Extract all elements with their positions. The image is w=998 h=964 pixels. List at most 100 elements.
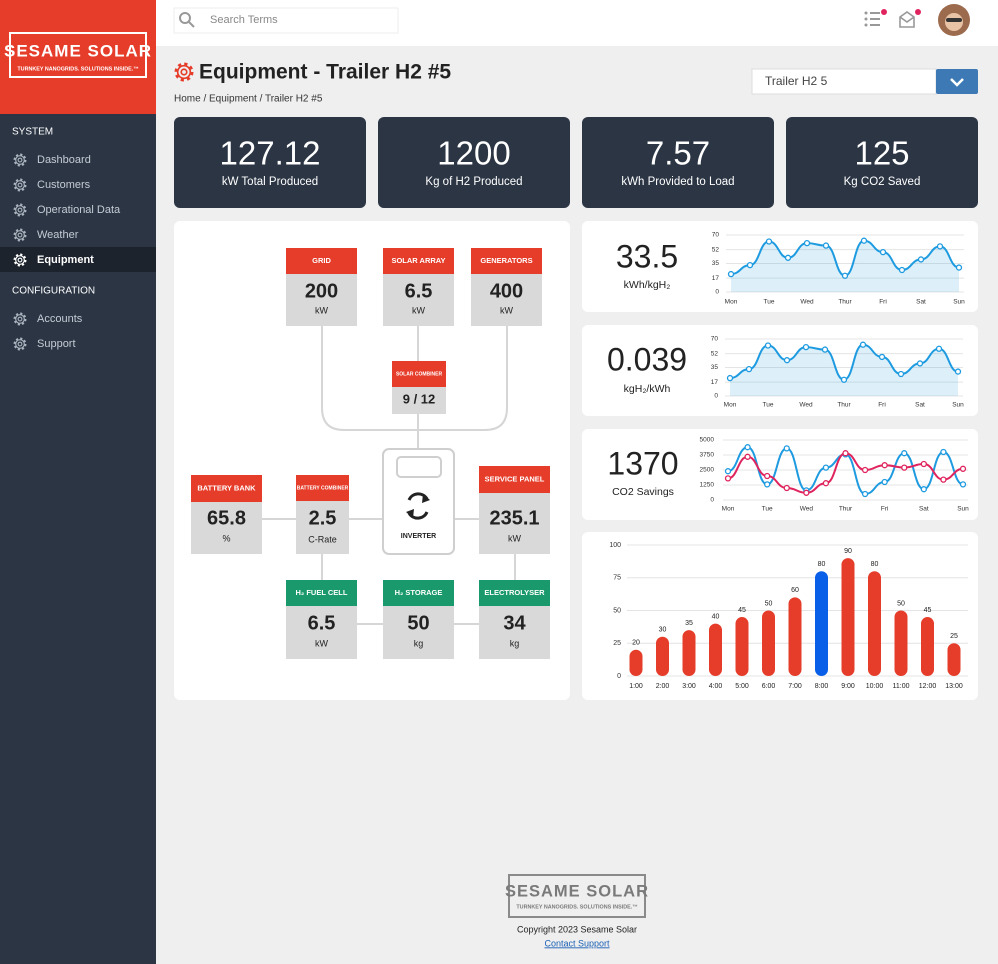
y-tick-label: 5000 bbox=[700, 437, 715, 444]
data-point bbox=[744, 453, 751, 460]
node-value: 2.5 bbox=[309, 507, 337, 529]
node-title: H₂ FUEL CELL bbox=[296, 588, 348, 597]
bar bbox=[682, 630, 696, 676]
page-title: Equipment - Trailer H2 #5 bbox=[199, 61, 451, 84]
data-point bbox=[959, 481, 967, 488]
node-unit: kg bbox=[414, 638, 424, 648]
nav-item[interactable]: Dashboard bbox=[37, 154, 91, 166]
connectors bbox=[262, 326, 516, 625]
node-unit: kW bbox=[508, 533, 522, 543]
y-tick-label: 2500 bbox=[700, 467, 715, 474]
bar-value-label: 30 bbox=[659, 627, 667, 634]
y-tick-label: 100 bbox=[609, 542, 621, 549]
x-tick-label: 10:00 bbox=[866, 683, 884, 690]
search-box[interactable] bbox=[173, 7, 399, 34]
data-point bbox=[765, 238, 773, 245]
data-point bbox=[764, 481, 771, 488]
x-tick-label: Thur bbox=[839, 506, 853, 513]
x-tick-label: Tue bbox=[764, 299, 775, 306]
data-point bbox=[724, 468, 732, 475]
stat-card bbox=[174, 117, 366, 208]
bar-value-label: 45 bbox=[924, 607, 932, 614]
bar bbox=[947, 643, 961, 676]
data-point bbox=[744, 444, 751, 451]
nav-item[interactable]: Operational Data bbox=[37, 204, 121, 216]
x-tick-label: Sun bbox=[953, 299, 965, 306]
support-link[interactable]: Contact Support bbox=[544, 938, 610, 948]
data-point bbox=[724, 475, 732, 482]
bar-value-label: 80 bbox=[818, 561, 826, 568]
select-button[interactable] bbox=[936, 69, 978, 94]
list-icon-dot bbox=[864, 17, 868, 21]
data-point bbox=[764, 342, 772, 349]
bar bbox=[841, 558, 855, 676]
kpi-value: 0.039 bbox=[607, 341, 687, 377]
node-title: GRID bbox=[312, 256, 331, 265]
data-point bbox=[784, 254, 792, 261]
nav-active-bg bbox=[0, 247, 156, 272]
chevron bbox=[950, 78, 964, 87]
nav-item[interactable]: Support bbox=[37, 338, 76, 350]
node-unit: kW bbox=[500, 305, 514, 315]
y-tick-label: 52 bbox=[711, 350, 719, 357]
chart-card bbox=[582, 325, 978, 416]
node-title: SOLAR COMBINER bbox=[396, 371, 443, 377]
node-body bbox=[392, 387, 446, 414]
y-tick-label: 52 bbox=[712, 246, 720, 253]
data-point bbox=[861, 490, 869, 498]
search-icon bbox=[179, 12, 191, 24]
data-point bbox=[840, 376, 848, 383]
bar bbox=[709, 623, 722, 676]
data-point bbox=[920, 486, 927, 493]
mail-icon[interactable] bbox=[899, 11, 915, 28]
copyright: Copyright 2023 Sesame Solar bbox=[517, 924, 637, 934]
node-header bbox=[479, 466, 550, 493]
node-body bbox=[383, 274, 454, 326]
list-icon-dot bbox=[864, 11, 868, 15]
search-placeholder: Search Terms bbox=[210, 14, 278, 26]
bar bbox=[868, 571, 881, 676]
node-value: 34 bbox=[503, 612, 526, 634]
data-point bbox=[822, 242, 830, 249]
data-point bbox=[940, 476, 947, 483]
nav-section-title: CONFIGURATION bbox=[12, 286, 95, 297]
bar-value-label: 40 bbox=[712, 613, 720, 620]
x-tick-label: 13:00 bbox=[945, 683, 963, 690]
x-tick-label: Mon bbox=[725, 299, 738, 306]
bar bbox=[921, 617, 934, 676]
select-box[interactable] bbox=[751, 68, 937, 95]
data-point bbox=[940, 448, 947, 456]
node-unit: % bbox=[222, 533, 230, 543]
stat-card bbox=[378, 117, 570, 208]
nav-item[interactable]: Customers bbox=[37, 179, 91, 191]
node-body bbox=[191, 502, 262, 554]
x-tick-label: 7:00 bbox=[788, 683, 802, 690]
data-point bbox=[954, 368, 962, 375]
series-area bbox=[731, 240, 959, 292]
nav-item[interactable]: Accounts bbox=[37, 313, 83, 325]
stat-label: kW Total Produced bbox=[222, 176, 318, 188]
breadcrumb: Home / Equipment / Trailer H2 #5 bbox=[174, 94, 323, 105]
data-point bbox=[803, 489, 810, 496]
nav-item[interactable]: Equipment bbox=[37, 254, 94, 266]
bar bbox=[629, 649, 643, 676]
node-body bbox=[286, 606, 357, 659]
inverter-display bbox=[396, 456, 442, 478]
bar-value-label: 60 bbox=[791, 587, 799, 594]
data-point bbox=[936, 243, 944, 250]
bar-value-label: 45 bbox=[738, 607, 746, 614]
footer-logo-title: SESAME SOLAR bbox=[505, 882, 649, 900]
notification-dot bbox=[881, 9, 887, 15]
y-tick-label: 17 bbox=[712, 275, 720, 282]
node-header bbox=[479, 580, 550, 606]
node-value: 9 / 12 bbox=[403, 391, 436, 406]
data-point bbox=[898, 266, 906, 274]
data-point bbox=[920, 460, 927, 468]
x-tick-label: Mon bbox=[722, 506, 735, 513]
data-point bbox=[916, 360, 924, 367]
chart-card bbox=[582, 532, 978, 700]
node-unit: kW bbox=[315, 638, 329, 648]
nav-item[interactable]: Weather bbox=[37, 229, 79, 241]
